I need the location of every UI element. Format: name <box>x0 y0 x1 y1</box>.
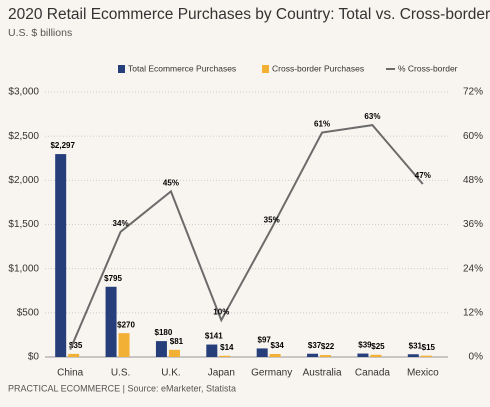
source: PRACTICAL ECOMMERCE | Source: eMarketer,… <box>8 383 236 393</box>
bar <box>105 286 117 357</box>
y-tick-label: $500 <box>17 307 40 318</box>
data-label: $35 <box>69 341 83 350</box>
y-tick-label: $2,000 <box>8 175 39 186</box>
bar <box>420 355 432 357</box>
data-label: 61% <box>314 120 330 129</box>
bar <box>168 349 180 357</box>
data-label: 63% <box>364 112 380 121</box>
x-tick-label: Canada <box>355 368 390 379</box>
line <box>69 124 424 351</box>
data-label: $2,297 <box>50 141 75 150</box>
bar <box>370 354 382 357</box>
bar <box>320 355 332 357</box>
bar <box>155 341 167 357</box>
data-label: $31 <box>409 341 423 350</box>
y-tick-label: $1,500 <box>8 219 39 230</box>
data-label: $81 <box>170 337 184 346</box>
data-label: $14 <box>220 343 234 352</box>
bar <box>68 353 80 357</box>
x-tick-label: Mexico <box>407 368 439 379</box>
data-label: $141 <box>205 332 223 341</box>
y-tick-label: $0 <box>28 352 40 363</box>
data-label: 34% <box>113 219 129 228</box>
x-tick-label: U.K. <box>161 368 180 379</box>
data-label: 47% <box>415 171 431 180</box>
data-label: 10% <box>213 307 229 316</box>
legend-swatch <box>262 65 269 73</box>
bar <box>219 355 231 357</box>
bar <box>357 353 369 357</box>
bar <box>407 354 419 357</box>
y-tick-label: $2,500 <box>8 131 39 142</box>
y2-tick-label: 48% <box>463 175 483 186</box>
legend-label: % Cross-border <box>398 63 458 73</box>
chart-title: 2020 Retail Ecommerce Purchases by Count… <box>8 6 490 23</box>
y2-tick-label: 36% <box>463 219 483 230</box>
y2-tick-label: 0% <box>469 352 484 363</box>
data-label: $270 <box>117 320 135 329</box>
bar <box>118 333 130 357</box>
data-label: $39 <box>358 341 372 350</box>
data-label: 35% <box>264 215 280 224</box>
bar <box>269 353 281 357</box>
bar <box>55 154 67 357</box>
legend-label: Total Ecommerce Purchases <box>128 63 236 73</box>
data-label: $22 <box>321 342 335 351</box>
legend-swatch <box>118 65 125 73</box>
x-tick-label: Japan <box>208 368 235 379</box>
y2-tick-label: 24% <box>463 263 483 274</box>
data-label: $97 <box>258 336 272 345</box>
y2-tick-label: 60% <box>463 131 483 142</box>
y2-tick-label: 72% <box>463 87 483 98</box>
bar <box>206 344 218 357</box>
x-tick-label: Australia <box>303 368 342 379</box>
bar <box>307 353 319 357</box>
x-tick-label: U.S. <box>111 368 130 379</box>
data-label: 45% <box>163 178 179 187</box>
data-label: $37 <box>308 341 322 350</box>
bar <box>256 348 268 357</box>
legend-label: Cross-border Purchases <box>272 63 364 73</box>
y-tick-label: $1,000 <box>8 263 39 274</box>
y-tick-label: $3,000 <box>8 87 39 98</box>
data-label: $34 <box>271 341 285 350</box>
x-tick-label: China <box>57 368 84 379</box>
data-label: $25 <box>371 342 385 351</box>
y2-tick-label: 12% <box>463 307 483 318</box>
x-tick-label: Germany <box>251 368 292 379</box>
chart-subtitle: U.S. $ billions <box>8 27 72 39</box>
data-label: $180 <box>155 328 173 337</box>
data-label: $795 <box>104 274 122 283</box>
data-label: $15 <box>422 343 436 352</box>
